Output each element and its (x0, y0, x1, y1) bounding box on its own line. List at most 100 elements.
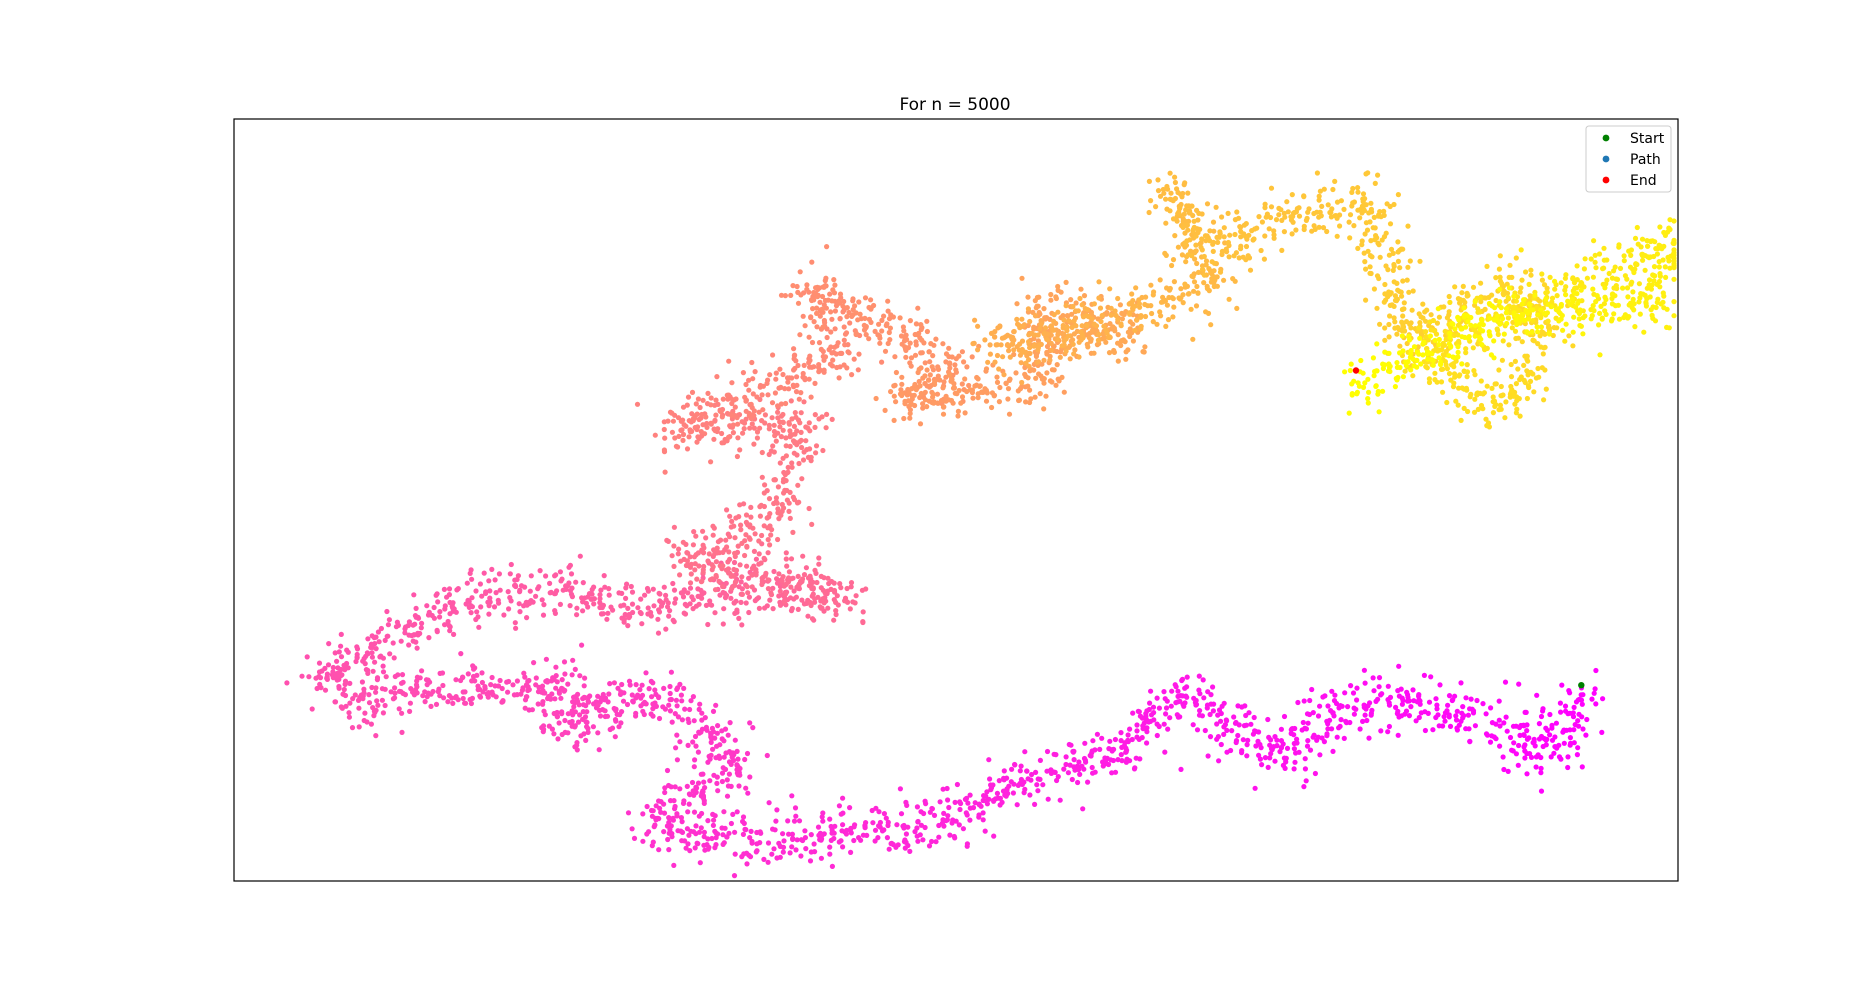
path-point (1379, 691, 1385, 697)
path-point (1194, 727, 1201, 733)
path-point (1561, 740, 1567, 746)
path-point (1408, 704, 1414, 710)
path-point (751, 425, 758, 431)
path-point (750, 725, 756, 731)
path-point (1170, 216, 1177, 222)
path-point (836, 803, 843, 809)
path-point (1101, 323, 1107, 329)
path-point (1552, 286, 1558, 292)
path-point (1165, 186, 1171, 192)
path-point (1463, 346, 1469, 352)
path-point (602, 584, 608, 590)
path-point (1150, 319, 1156, 325)
path-point (1047, 357, 1053, 363)
path-point (1217, 269, 1224, 275)
path-point (1271, 232, 1277, 238)
path-point (743, 827, 749, 833)
path-point (1574, 263, 1580, 269)
path-point (1444, 399, 1450, 406)
path-point (1239, 750, 1245, 756)
path-point (786, 500, 792, 506)
path-point (470, 673, 477, 680)
path-point (663, 626, 669, 632)
path-point (793, 414, 799, 420)
path-point (528, 573, 534, 579)
path-point (870, 820, 876, 826)
path-point (1537, 333, 1543, 339)
path-point (522, 674, 528, 680)
path-point (691, 764, 697, 770)
path-point (1077, 771, 1083, 778)
path-point (1284, 745, 1291, 752)
path-point (1210, 248, 1216, 254)
path-point (829, 316, 835, 322)
path-point (1508, 374, 1515, 380)
path-point (691, 529, 697, 535)
path-point (825, 575, 831, 581)
path-point (1026, 363, 1032, 369)
path-point (1195, 290, 1201, 296)
path-point (1019, 316, 1025, 322)
path-point (917, 421, 924, 427)
path-point (1538, 788, 1545, 794)
path-point (720, 563, 726, 569)
path-point (1019, 379, 1025, 386)
path-point (1394, 360, 1400, 366)
path-point (1543, 737, 1549, 743)
path-point (1127, 726, 1133, 732)
path-point (1452, 284, 1458, 290)
path-point (675, 551, 681, 557)
path-point (1455, 344, 1461, 350)
path-point (1125, 732, 1131, 738)
path-point (786, 386, 792, 392)
path-point (786, 421, 793, 427)
path-point (1435, 712, 1441, 718)
path-point (640, 838, 646, 844)
path-point (1409, 307, 1415, 313)
path-point (514, 678, 521, 684)
path-point (697, 860, 703, 866)
path-point (741, 501, 747, 507)
path-point (619, 709, 625, 715)
path-point (881, 313, 887, 319)
path-point (1035, 332, 1041, 338)
path-point (940, 817, 946, 823)
path-point (747, 854, 754, 860)
path-point (1009, 766, 1015, 772)
path-point (772, 433, 778, 439)
path-point (418, 625, 424, 631)
path-point (830, 287, 836, 293)
path-point (1086, 335, 1092, 341)
path-point (439, 670, 446, 676)
path-point (1478, 402, 1485, 409)
path-point (846, 309, 852, 316)
path-point (411, 632, 417, 638)
path-point (780, 831, 786, 837)
path-point (694, 840, 700, 846)
path-point (770, 443, 776, 449)
path-point (1651, 264, 1658, 270)
path-point (473, 616, 479, 623)
path-point (734, 453, 741, 460)
path-point (783, 581, 789, 587)
path-point (1293, 227, 1299, 233)
path-point (728, 751, 734, 757)
path-point (1470, 284, 1477, 290)
path-point (1464, 374, 1470, 380)
path-point (975, 376, 981, 382)
path-point (1065, 313, 1071, 319)
path-point (1011, 347, 1017, 353)
path-point (903, 354, 909, 360)
path-point (699, 411, 705, 418)
path-point (885, 308, 891, 314)
path-point (1144, 729, 1150, 735)
path-point (761, 490, 767, 496)
path-point (1643, 299, 1649, 305)
path-point (1025, 306, 1031, 312)
path-point (464, 580, 470, 586)
path-point (1063, 754, 1069, 760)
path-point (782, 293, 789, 299)
path-point (1444, 315, 1450, 321)
path-point (612, 734, 618, 740)
path-point (680, 800, 687, 807)
